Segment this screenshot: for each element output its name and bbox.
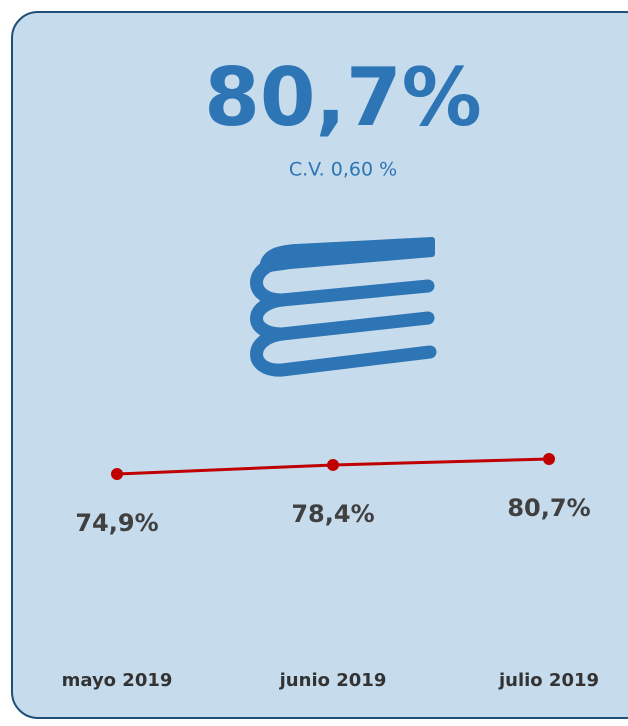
kpi-value: 80,7% xyxy=(204,51,482,144)
data-label: 80,7% xyxy=(507,494,590,522)
book-cover xyxy=(259,237,435,273)
kpi-subtitle: C.V. 0,60 % xyxy=(289,159,397,181)
book-icon xyxy=(250,237,437,377)
book-layer xyxy=(250,327,437,377)
point xyxy=(543,452,555,465)
x-tick-label: junio 2019 xyxy=(279,670,387,691)
x-tick-label: julio 2019 xyxy=(498,670,599,691)
data-label: 78,4% xyxy=(291,500,374,528)
point xyxy=(327,458,339,471)
x-tick-label: mayo 2019 xyxy=(62,670,173,691)
point xyxy=(111,468,123,481)
data-label: 74,9% xyxy=(75,509,158,537)
